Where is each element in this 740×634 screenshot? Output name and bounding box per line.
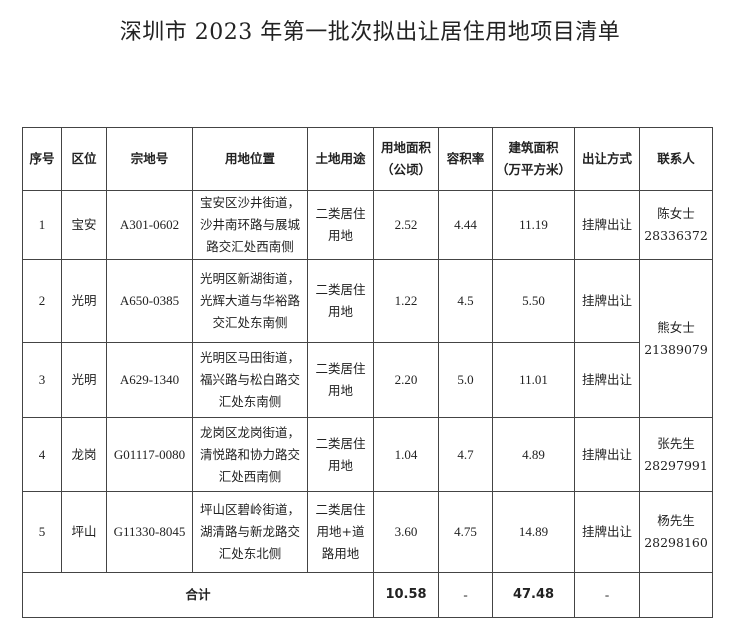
header-no: 序号 [22, 127, 62, 191]
cell-location: 龙岗区龙岗街道， 清悦路和协力路交 汇处西南侧 [192, 417, 308, 492]
cell-method: 挂牌出让 [574, 491, 640, 573]
header-parcel: 宗地号 [106, 127, 193, 191]
total-row: 合计 10.58 - 47.48 - [22, 572, 713, 618]
cell-location: 光明区新湖街道， 光辉大道与华裕路 交汇处东南侧 [192, 259, 308, 343]
header-gfa: 建筑面积 （万平方米） [492, 127, 575, 191]
total-method: - [574, 572, 640, 618]
cell-contact: 陈女士 28336372 [639, 190, 713, 260]
document-title: 深圳市 2023 年第一批次拟出让居住用地项目清单 [119, 20, 621, 45]
cell-far: 4.44 [438, 190, 493, 260]
cell-no: 4 [22, 417, 62, 492]
cell-area: 2.20 [373, 342, 439, 418]
cell-gfa: 11.19 [492, 190, 575, 260]
cell-district: 龙岗 [61, 417, 107, 492]
header-far: 容积率 [438, 127, 493, 191]
total-gfa: 47.48 [492, 572, 575, 618]
cell-method: 挂牌出让 [574, 190, 640, 260]
total-area: 10.58 [373, 572, 439, 618]
cell-far: 4.75 [438, 491, 493, 573]
table-row: 2 光明 A650-0385 光明区新湖街道， 光辉大道与华裕路 交汇处东南侧 … [22, 259, 713, 418]
cell-area: 1.04 [373, 417, 439, 492]
cell-method: 挂牌出让 [574, 259, 640, 343]
cell-gfa: 11.01 [492, 342, 575, 418]
total-label: 合计 [22, 572, 374, 618]
table-row: 1 宝安 A301-0602 宝安区沙井街道， 沙井南环路与展城 路交汇处西南侧… [22, 190, 713, 260]
cell-no: 5 [22, 491, 62, 573]
cell-gfa: 4.89 [492, 417, 575, 492]
cell-far: 4.7 [438, 417, 493, 492]
cell-parcel: A629-1340 [106, 342, 193, 418]
cell-method: 挂牌出让 [574, 342, 640, 418]
cell-location: 光明区马田街道， 福兴路与松白路交 汇处东南侧 [192, 342, 308, 418]
header-location: 用地位置 [192, 127, 308, 191]
table-row: 4 龙岗 G01117-0080 龙岗区龙岗街道， 清悦路和协力路交 汇处西南侧… [22, 417, 713, 492]
cell-gfa: 5.50 [492, 259, 575, 343]
cell-no: 2 [22, 259, 62, 343]
cell-parcel: G01117-0080 [106, 417, 193, 492]
cell-far: 5.0 [438, 342, 493, 418]
cell-area: 3.60 [373, 491, 439, 573]
cell-use: 二类居住 用地 [307, 342, 374, 418]
table-row: 5 坪山 G11330-8045 坪山区碧岭街道， 湖清路与新龙路交 汇处东北侧… [22, 491, 713, 573]
header-method: 出让方式 [574, 127, 640, 191]
cell-use: 二类居住 用地 [307, 190, 374, 260]
cell-district: 宝安 [61, 190, 107, 260]
cell-parcel: A301-0602 [106, 190, 193, 260]
total-contact [639, 572, 713, 618]
cell-parcel: G11330-8045 [106, 491, 193, 573]
cell-district: 坪山 [61, 491, 107, 573]
cell-method: 挂牌出让 [574, 417, 640, 492]
land-list-table: 序号 区位 宗地号 用地位置 土地用途 用地面积 （公顷） 容积率 建筑面积 （… [22, 127, 713, 618]
cell-contact: 张先生 28297991 [639, 417, 713, 492]
cell-district: 光明 [61, 342, 107, 418]
cell-contact: 杨先生 28298160 [639, 491, 713, 573]
cell-area: 1.22 [373, 259, 439, 343]
cell-far: 4.5 [438, 259, 493, 343]
cell-use: 二类居住 用地+道 路用地 [307, 491, 374, 573]
cell-parcel: A650-0385 [106, 259, 193, 343]
total-far: - [438, 572, 493, 618]
cell-no: 1 [22, 190, 62, 260]
cell-area: 2.52 [373, 190, 439, 260]
header-area: 用地面积 （公顷） [373, 127, 439, 191]
table-row: 3 光明 A629-1340 光明区马田街道， 福兴路与松白路交 汇处东南侧 二… [22, 342, 713, 418]
header-contact: 联系人 [639, 127, 713, 191]
cell-gfa: 14.89 [492, 491, 575, 573]
header-use: 土地用途 [307, 127, 374, 191]
cell-location: 坪山区碧岭街道， 湖清路与新龙路交 汇处东北侧 [192, 491, 308, 573]
cell-use: 二类居住 用地 [307, 417, 374, 492]
header-row: 序号 区位 宗地号 用地位置 土地用途 用地面积 （公顷） 容积率 建筑面积 （… [22, 127, 713, 191]
header-district: 区位 [61, 127, 107, 191]
cell-no: 3 [22, 342, 62, 418]
cell-district: 光明 [61, 259, 107, 343]
cell-contact: 熊女士 21389079 [639, 259, 713, 418]
cell-use: 二类居住 用地 [307, 259, 374, 343]
cell-location: 宝安区沙井街道， 沙井南环路与展城 路交汇处西南侧 [192, 190, 308, 260]
